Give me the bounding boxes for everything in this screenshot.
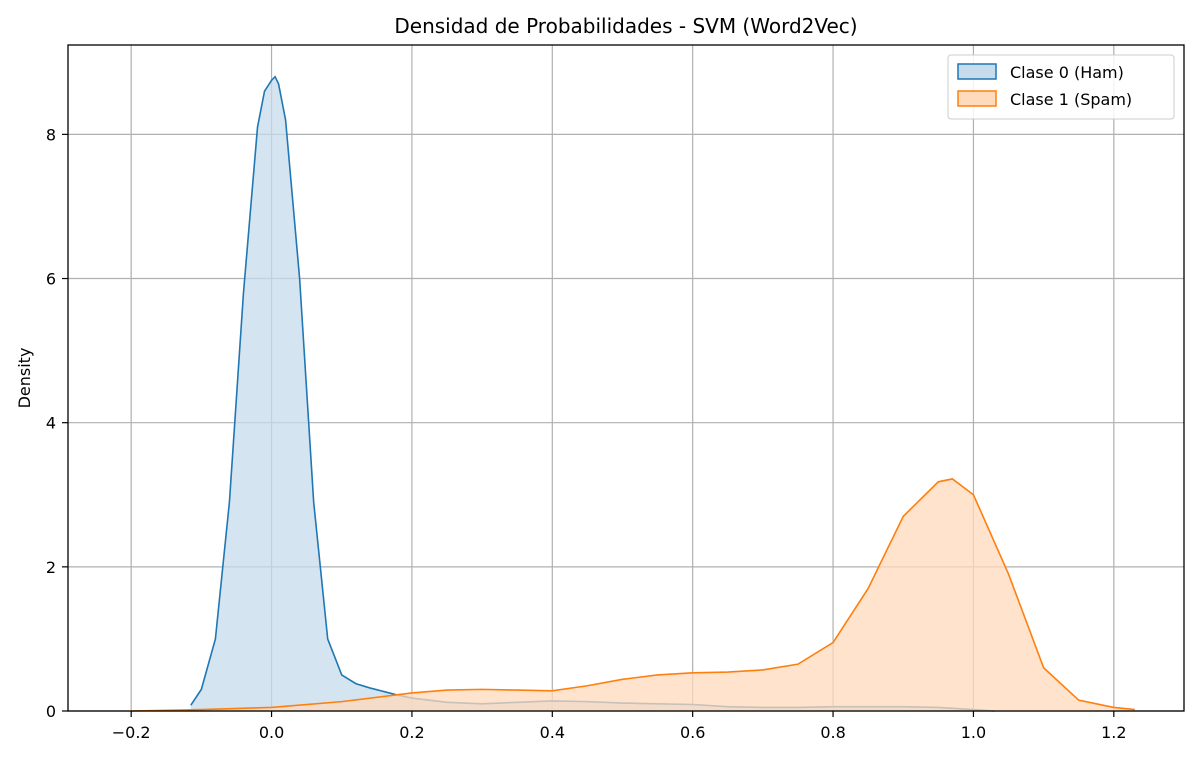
legend-label-ham: Clase 0 (Ham) — [1010, 63, 1124, 82]
x-tick-label: 1.2 — [1101, 723, 1126, 742]
legend-label-spam: Clase 1 (Spam) — [1010, 90, 1132, 109]
x-tick-label: 0.4 — [540, 723, 565, 742]
legend-swatch-spam — [957, 90, 997, 107]
plot-frame — [67, 44, 1185, 712]
y-tick-label: 0 — [46, 702, 56, 721]
x-tick-label: 0.0 — [259, 723, 284, 742]
axis-ticks: −0.2 0.0 0.2 0.4 0.6 0.8 1.0 1.2 0 2 4 6 8 — [46, 125, 1127, 742]
legend-swatch-ham — [957, 63, 997, 80]
x-tick-label: 0.6 — [680, 723, 705, 742]
y-axis-label: Density — [15, 348, 34, 409]
y-tick-label: 4 — [46, 414, 56, 433]
legend: Clase 0 (Ham) Clase 1 (Spam) — [947, 54, 1175, 120]
chart-title: Densidad de Probabilidades - SVM (Word2V… — [394, 14, 857, 38]
y-tick-label: 2 — [46, 558, 56, 577]
x-tick-label: 0.8 — [820, 723, 845, 742]
series-area-1 — [131, 478, 1135, 711]
x-tick-label: 0.2 — [399, 723, 424, 742]
y-tick-label: 6 — [46, 270, 56, 289]
series-layer — [131, 75, 1135, 712]
x-tick-label: 1.0 — [961, 723, 986, 742]
y-tick-label: 8 — [46, 125, 56, 144]
x-tick-label: −0.2 — [112, 723, 151, 742]
legend-box — [947, 54, 1175, 120]
series-area-0 — [190, 76, 995, 711]
series-line-1 — [131, 478, 1135, 712]
